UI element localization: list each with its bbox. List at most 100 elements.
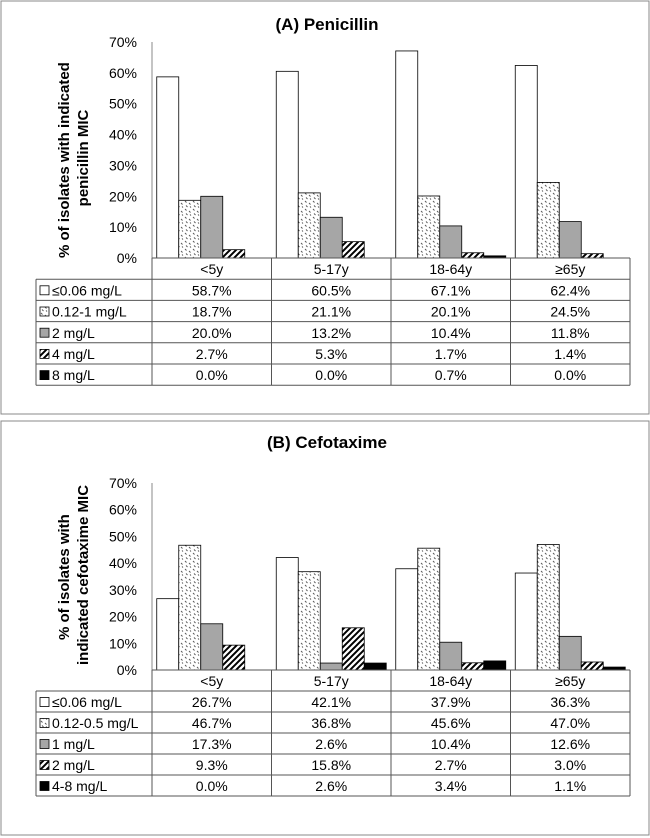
legend-label: 4 mg/L [52, 346, 95, 362]
table-cell: 13.2% [311, 325, 351, 341]
bar-dots [536, 544, 560, 671]
y-tick-label: 70% [109, 34, 137, 50]
panel-cefotaxime: (B) Cefotaxime % of isolates with indica… [0, 420, 650, 836]
legend-swatch [39, 760, 50, 770]
legend-label: 0.12-0.5 mg/L [52, 715, 139, 731]
bar-dots [178, 199, 202, 259]
y-tick-label: 0% [117, 662, 137, 678]
table-cell: 0.0% [196, 778, 228, 794]
table-cell: 37.9% [431, 694, 471, 710]
table-cell: 20.0% [192, 325, 232, 341]
y-tick-label: 20% [109, 609, 137, 625]
y-axis-label-line-1: % of isolates with indicated [56, 62, 73, 258]
y-axis-ticks: 0% 10% 20% 30% 40% 50% 60% 70% [109, 34, 137, 266]
y-axis-ticks: 0% 10% 20% 30% 40% 50% 60% 70% [109, 475, 137, 678]
bar-dots [417, 547, 441, 671]
legend-label: ≤0.06 mg/L [52, 694, 122, 710]
bars [151, 42, 604, 259]
table-cell: 10.4% [431, 325, 471, 341]
y-tick-label: 10% [109, 219, 137, 235]
bar-white [395, 568, 419, 671]
category-label: 5-17y [314, 673, 349, 689]
panel-penicillin: (A) Penicillin % of isolates with indica… [0, 0, 650, 415]
legend-label: 4-8 mg/L [52, 778, 107, 794]
table-cell: 5.3% [315, 346, 347, 362]
table-cell: 18.7% [192, 304, 232, 320]
category-label: ≥65y [555, 673, 585, 689]
bar-hatch [341, 241, 365, 259]
legend-swatch [39, 739, 50, 749]
table-cell: 12.6% [550, 736, 590, 752]
bar-hatch [461, 252, 485, 259]
table-cell: 0.7% [435, 367, 467, 383]
table-cell: 2.6% [315, 778, 347, 794]
legend-swatch [39, 285, 50, 296]
y-axis-label-line-2: penicillin MIC [75, 110, 92, 207]
legend-label: 2 mg/L [52, 325, 95, 341]
bar-gray [439, 641, 463, 671]
table-cell: 2.7% [435, 757, 467, 773]
table-cell: 1.7% [435, 346, 467, 362]
bar-dots [417, 195, 441, 259]
bar-dots [536, 181, 560, 259]
bar-black [363, 662, 387, 671]
y-tick-label: 50% [109, 96, 137, 112]
table-cell: 20.1% [431, 304, 471, 320]
bar-white [275, 70, 299, 259]
y-tick-label: 50% [109, 528, 137, 544]
y-tick-label: 60% [109, 65, 137, 81]
category-label: <5y [200, 261, 223, 277]
legend-label: ≤0.06 mg/L [52, 282, 122, 298]
table-cell: 0.0% [315, 367, 347, 383]
table-cell: 15.8% [311, 757, 351, 773]
table-cell: 2.7% [196, 346, 228, 362]
panel-border [0, 0, 650, 415]
y-tick-label: 30% [109, 157, 137, 173]
bar-hatch [222, 644, 246, 671]
table-cell: 58.7% [192, 282, 232, 298]
table-cell: 24.5% [550, 304, 590, 320]
legend-swatch [39, 370, 50, 381]
table-cell: 10.4% [431, 736, 471, 752]
bar-white [156, 598, 180, 671]
y-tick-label: 40% [109, 555, 137, 571]
y-tick-label: 60% [109, 502, 137, 518]
legend-swatch [39, 327, 50, 338]
bar-black [483, 660, 507, 671]
table-cell: 62.4% [550, 282, 590, 298]
legend-label: 2 mg/L [52, 757, 95, 773]
table-cell: 21.1% [311, 304, 351, 320]
table-cell: 0.0% [196, 367, 228, 383]
table-cell: 45.6% [431, 715, 471, 731]
table-cell: 42.1% [311, 694, 351, 710]
legend-label: 0.12-1 mg/L [52, 304, 127, 320]
bar-hatch [341, 627, 365, 671]
bar-gray [319, 216, 343, 259]
legend-swatch [39, 306, 50, 317]
y-tick-label: 0% [117, 250, 137, 266]
table-cell: 1.4% [554, 346, 586, 362]
category-label: 18-64y [429, 673, 472, 689]
table-cell: 0.0% [554, 367, 586, 383]
category-label: 5-17y [314, 261, 349, 277]
bar-hatch [580, 661, 604, 671]
table-cell: 2.6% [315, 736, 347, 752]
legend-swatch [39, 348, 50, 359]
bar-dots [297, 192, 321, 259]
bar-gray [200, 623, 224, 671]
bar-white [514, 572, 538, 671]
legend-swatch [39, 718, 50, 728]
table-cell: 17.3% [192, 736, 232, 752]
y-tick-label: 70% [109, 475, 137, 491]
table-cell: 9.3% [196, 757, 228, 773]
table-cell: 3.4% [435, 778, 467, 794]
bar-white [395, 50, 419, 259]
bar-gray [558, 635, 582, 671]
table-cell: 26.7% [192, 694, 232, 710]
bar-gray [439, 225, 463, 259]
table-cell: 36.8% [311, 715, 351, 731]
table-cell: 67.1% [431, 282, 471, 298]
bar-hatch [461, 662, 485, 671]
category-label: <5y [200, 673, 223, 689]
table-cell: 3.0% [554, 757, 586, 773]
